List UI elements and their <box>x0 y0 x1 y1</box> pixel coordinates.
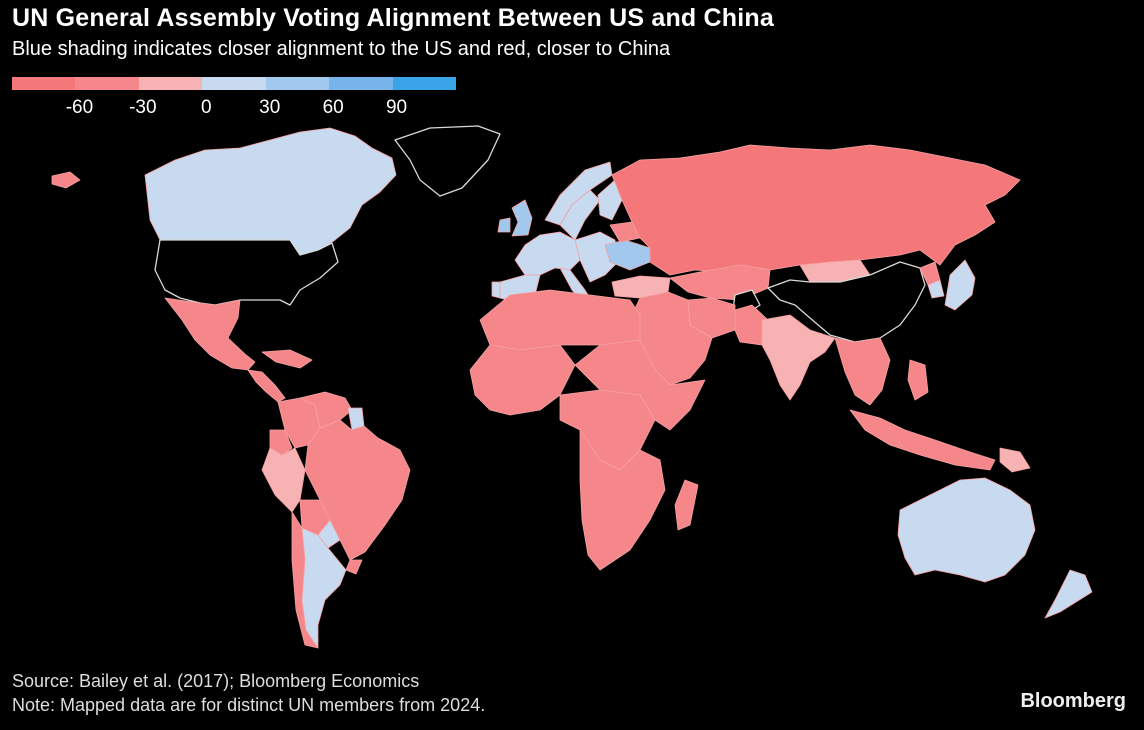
world-map <box>51 125 1093 649</box>
region-argentina <box>301 527 347 649</box>
legend-swatch <box>202 77 266 90</box>
region-united-kingdom <box>511 199 533 237</box>
region-china <box>767 261 926 343</box>
legend-tick-label: 30 <box>259 97 281 118</box>
region-new-zealand <box>1044 569 1093 619</box>
legend-tick-label: 90 <box>385 97 408 118</box>
chart-title: UN General Assembly Voting Alignment Bet… <box>12 4 774 32</box>
region-uruguay <box>345 559 363 575</box>
region-west-africa <box>469 344 576 416</box>
note-text: Note: Mapped data are for distinct UN me… <box>12 695 486 715</box>
region-ireland <box>497 217 511 233</box>
region-india <box>761 314 836 401</box>
legend-swatch <box>12 77 76 90</box>
region-southern-africa <box>579 429 666 571</box>
bloomberg-logo: Bloomberg <box>1020 690 1126 712</box>
legend-swatch <box>265 77 330 90</box>
region-caribbean <box>261 349 313 369</box>
region-indonesia <box>849 409 996 471</box>
legend-swatch <box>138 77 203 90</box>
color-legend <box>12 77 456 90</box>
region-australia <box>897 477 1036 583</box>
legend-tick-label: -30 <box>129 97 157 118</box>
legend-tick-label: 0 <box>200 97 212 118</box>
region-south-korea <box>927 279 945 299</box>
region-russia <box>611 144 1021 276</box>
legend-swatch <box>392 77 456 90</box>
region-finland <box>597 179 623 221</box>
region-united-states <box>154 239 339 306</box>
region-peru <box>261 447 306 513</box>
region-east-africa <box>574 339 706 431</box>
region-canada <box>144 127 397 256</box>
chart-subtitle: Blue shading indicates closer alignment … <box>12 38 671 60</box>
legend-tick-label: 60 <box>322 97 344 118</box>
region-philippines <box>907 359 929 401</box>
region-madagascar <box>674 479 699 531</box>
region-greenland <box>394 125 501 197</box>
legend-ticks: -60 -30 0 30 60 90 <box>12 97 456 119</box>
region-papua-new-guinea <box>999 447 1031 473</box>
region-japan <box>944 259 976 311</box>
region-southeast-asia <box>834 337 891 406</box>
legend-tick-label: -60 <box>65 97 94 118</box>
legend-swatch <box>75 77 139 90</box>
region-mexico <box>164 297 256 371</box>
legend-swatch <box>329 77 393 90</box>
region-venezuela <box>299 391 353 429</box>
region-western-europe <box>514 231 581 276</box>
source-text: Source: Bailey et al. (2017); Bloomberg … <box>12 671 420 691</box>
region-portugal <box>491 281 501 299</box>
region-ecuador <box>269 429 293 456</box>
region-iceland <box>51 171 81 189</box>
region-central-america <box>247 369 286 403</box>
